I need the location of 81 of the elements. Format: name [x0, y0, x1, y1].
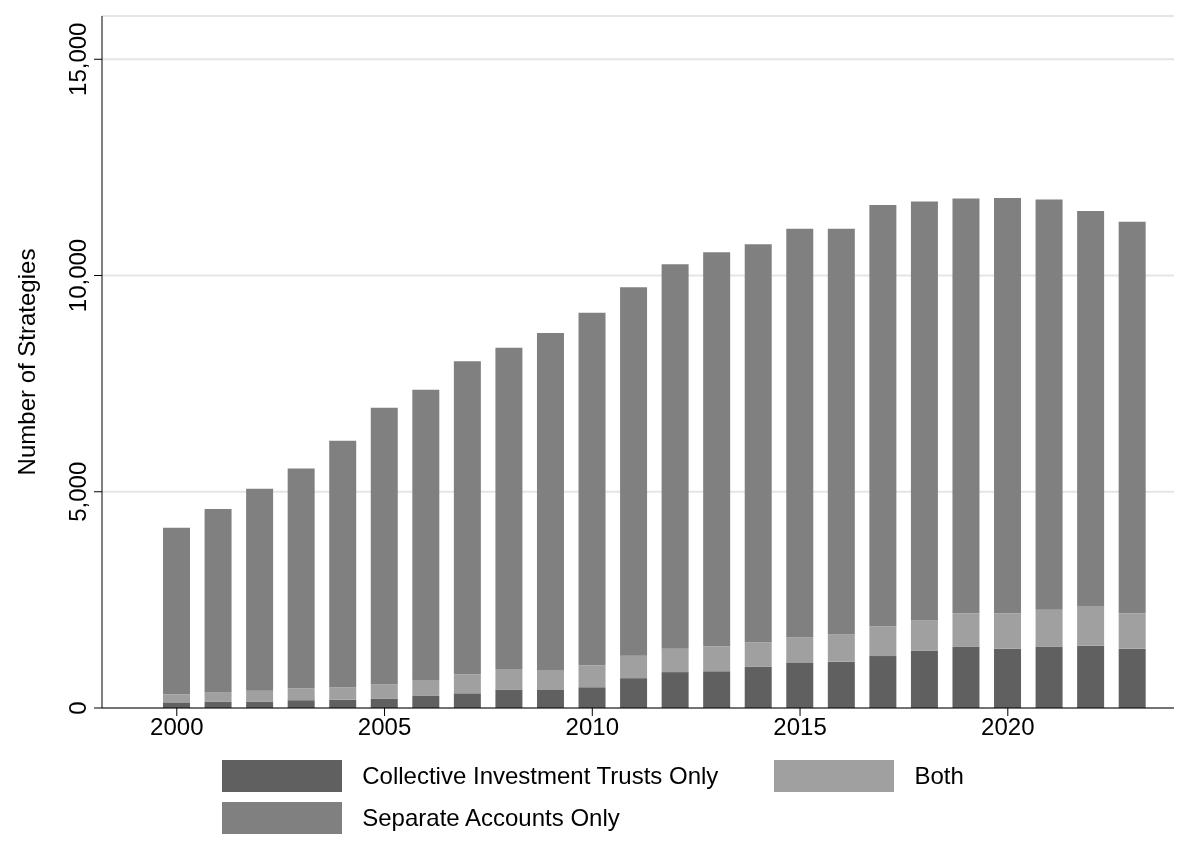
bar: [620, 678, 648, 708]
bar: [370, 698, 398, 708]
bar: [163, 527, 191, 695]
bar: [1035, 609, 1063, 647]
bar: [827, 634, 855, 662]
legend-label: Both: [914, 762, 964, 790]
bar: [287, 700, 315, 708]
bar: [1118, 221, 1146, 614]
bar: [661, 264, 689, 649]
y-axis-title: Number of Strategies: [12, 248, 40, 476]
bar: [412, 389, 440, 680]
bar: [786, 637, 814, 664]
y-tick-label: 5,000: [64, 461, 91, 522]
bar: [910, 620, 938, 651]
bar: [536, 333, 564, 670]
bar: [578, 665, 606, 688]
bar: [1118, 648, 1146, 708]
bar: [744, 244, 772, 643]
bar: [661, 648, 689, 673]
bar: [703, 252, 731, 647]
bar: [536, 669, 564, 690]
bar: [412, 695, 440, 708]
bar: [952, 613, 980, 647]
y-tick-label: 10,000: [64, 238, 91, 313]
bar: [786, 663, 814, 708]
bar: [703, 646, 731, 672]
bar: [578, 312, 606, 666]
bar: [869, 626, 897, 657]
bar: [994, 648, 1022, 708]
bar: [952, 646, 980, 708]
bar: [246, 488, 274, 691]
bar: [869, 205, 897, 627]
bar: [744, 642, 772, 667]
x-tick-label: 2010: [565, 713, 619, 741]
legend-label: Collective Investment Trusts Only: [362, 762, 719, 790]
bar: [495, 689, 523, 708]
bar: [329, 687, 357, 700]
bar: [994, 198, 1022, 614]
bar: [329, 440, 357, 688]
bar: [495, 347, 523, 670]
bar: [370, 684, 398, 699]
bar: [287, 468, 315, 689]
bar: [910, 650, 938, 708]
bar: [994, 613, 1022, 649]
bar: [163, 694, 191, 703]
bar: [1035, 199, 1063, 610]
bar: [536, 689, 564, 708]
bar: [246, 690, 274, 702]
bar: [578, 687, 606, 708]
bar: [453, 674, 481, 694]
y-tick-label: 15,000: [64, 22, 91, 96]
bar: [453, 361, 481, 675]
bar: [786, 228, 814, 638]
legend-label: Separate Accounts Only: [362, 804, 620, 832]
x-tick-label: 2020: [981, 713, 1035, 741]
bar: [204, 509, 232, 693]
x-tick-label: 2000: [150, 713, 204, 741]
bar: [661, 672, 689, 708]
bar: [869, 656, 897, 708]
bar: [453, 693, 481, 708]
bar: [287, 688, 315, 701]
bar: [827, 661, 855, 708]
bar: [910, 201, 938, 621]
bar: [620, 655, 648, 679]
bar: [370, 407, 398, 685]
bar: [952, 198, 980, 614]
bar: [703, 671, 731, 708]
x-tick-label: 2015: [773, 713, 827, 741]
bar: [495, 669, 523, 690]
bar: [1035, 646, 1063, 708]
bar: [412, 679, 440, 696]
bar: [1077, 605, 1105, 646]
bar: [620, 287, 648, 656]
bar: [204, 692, 232, 702]
bar: [1077, 645, 1105, 708]
bar: [1077, 211, 1105, 606]
y-tick-label: 0: [64, 701, 91, 715]
bar: [1118, 613, 1146, 649]
x-tick-label: 2005: [357, 713, 412, 741]
bar: [827, 228, 855, 635]
bar: [744, 666, 772, 708]
